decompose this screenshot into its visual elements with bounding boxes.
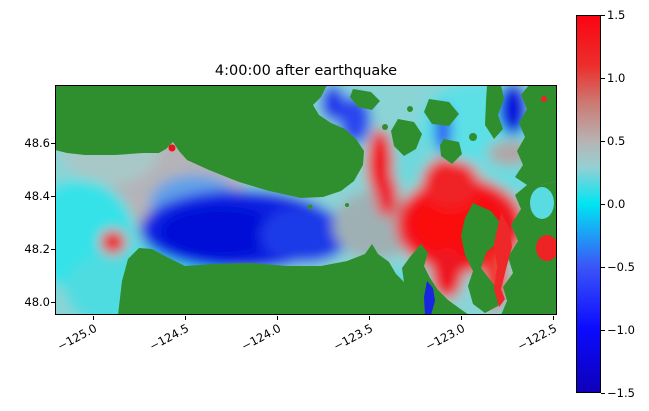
- islet: [469, 133, 477, 141]
- colorbar-tick-mark: [601, 203, 605, 205]
- axes-frame: [55, 85, 557, 315]
- x-tick-mark: [552, 316, 554, 320]
- x-tick-label: −124.5: [147, 321, 192, 354]
- water-channel-details: [168, 96, 557, 315]
- admiralty-inlet-red: [431, 247, 463, 299]
- colorbar-tick-label: 1.0: [607, 71, 626, 85]
- islet: [407, 106, 413, 112]
- gulf-island: [350, 89, 380, 110]
- lopez-island: [440, 139, 462, 164]
- y-tick-label: 48.6: [24, 136, 50, 150]
- colorbar-tick-label: 0.5: [607, 134, 626, 148]
- hood-canal-trough: [424, 281, 435, 315]
- colorbar-tick-mark: [601, 392, 605, 394]
- vancouver-island-landmass: [55, 85, 364, 198]
- x-tick-label: −125.0: [55, 321, 100, 354]
- northeast-red-speck: [541, 96, 547, 102]
- y-tick-mark: [51, 248, 55, 250]
- san-juan-island: [391, 119, 422, 156]
- guemes-strip: [485, 85, 504, 139]
- colorbar-tick-label: −1.0: [607, 323, 635, 337]
- y-tick-mark: [51, 142, 55, 144]
- padilla-cyan-gap: [530, 187, 554, 219]
- skagit-red-patch: [536, 235, 557, 261]
- orcas-island: [424, 99, 459, 126]
- x-tick-mark: [184, 316, 186, 320]
- y-tick-label: 48.4: [24, 189, 50, 203]
- colorbar-tick-label: 0.0: [607, 197, 626, 211]
- west-coast-red-blob: [100, 230, 126, 254]
- x-tick-label: −123.0: [423, 321, 468, 354]
- map-plot: [55, 85, 557, 315]
- mainland-northeast: [515, 85, 557, 185]
- land-masses: [55, 85, 557, 315]
- y-tick-label: 48.0: [24, 295, 50, 309]
- race-rocks-islet: [307, 204, 313, 210]
- colorbar-tick-label: −0.5: [607, 260, 635, 274]
- colorbar-tick-label: −1.5: [607, 386, 635, 400]
- x-tick-mark: [92, 316, 94, 320]
- whidbey-island-landmass: [461, 203, 502, 313]
- y-tick-label: 48.2: [24, 242, 50, 256]
- plot-title: 4:00:00 after earthquake: [214, 63, 398, 79]
- colorbar-tick-label: 1.5: [607, 8, 626, 22]
- colorbar-gradient: [576, 15, 601, 393]
- map-axes: [55, 85, 557, 315]
- islet: [382, 124, 388, 130]
- gray-transition-zone: [333, 191, 417, 259]
- islet: [345, 203, 349, 207]
- colorbar-tick-mark: [601, 140, 605, 142]
- saratoga-passage-red: [494, 213, 512, 307]
- x-tick-mark: [460, 316, 462, 320]
- x-tick-mark: [368, 316, 370, 320]
- y-tick-mark: [51, 301, 55, 303]
- colorbar-tick-mark: [601, 77, 605, 79]
- x-tick-label: −123.5: [331, 321, 376, 354]
- x-tick-label: −122.5: [515, 321, 560, 354]
- y-tick-mark: [51, 195, 55, 197]
- colorbar-tick-mark: [601, 329, 605, 331]
- x-tick-mark: [276, 316, 278, 320]
- colorbar-tick-mark: [601, 14, 605, 16]
- colorbar-tick-mark: [601, 266, 605, 268]
- inlet-red-speck: [168, 144, 176, 152]
- x-tick-label: −124.0: [239, 321, 284, 354]
- olympic-peninsula-landmass: [118, 244, 469, 315]
